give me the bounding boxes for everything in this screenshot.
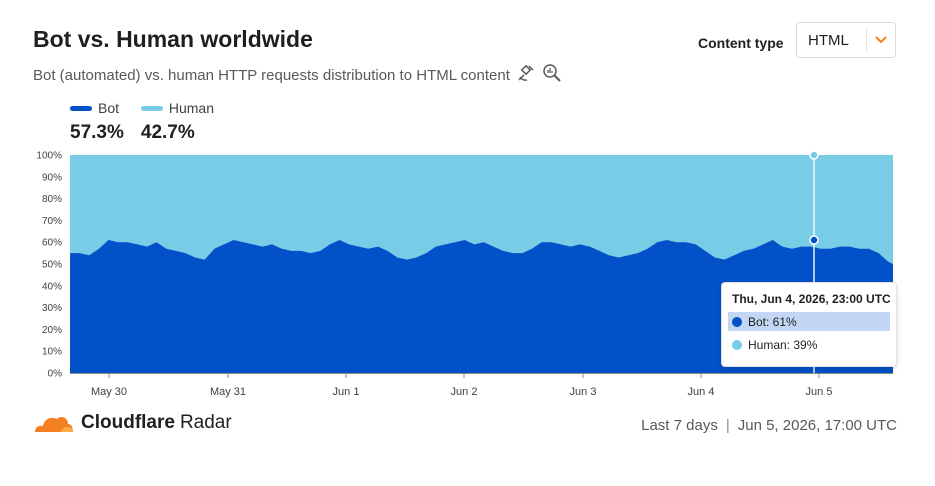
cloudflare-logo[interactable]: Cloudflare Radar bbox=[33, 412, 232, 434]
y-tick-label: 40% bbox=[42, 281, 62, 292]
chart-tooltip: Thu, Jun 4, 2026, 23:00 UTC Bot: 61% Hum… bbox=[721, 282, 897, 367]
legend-label: Bot bbox=[98, 100, 120, 116]
tooltip-label: Human: 39% bbox=[748, 337, 818, 352]
y-tick-label: 60% bbox=[42, 238, 62, 249]
y-tick-label: 80% bbox=[42, 194, 62, 205]
legend-item-human[interactable]: Human 42.7% bbox=[140, 100, 215, 144]
legend-value: 57.3% bbox=[70, 122, 124, 143]
y-tick-label: 70% bbox=[42, 216, 62, 227]
bot-area bbox=[70, 240, 893, 373]
y-tick-label: 90% bbox=[42, 172, 62, 183]
brand-name: Cloudflare bbox=[81, 412, 175, 433]
legend-label: Human bbox=[168, 100, 215, 116]
x-tick-label: May 31 bbox=[210, 386, 246, 398]
chart-legend: Bot 57.3% Human 42.7% bbox=[70, 100, 231, 144]
x-tick-label: Jun 3 bbox=[570, 386, 597, 398]
y-tick-label: 20% bbox=[42, 325, 62, 336]
chart-subtitle: Bot (automated) vs. human HTTP requests … bbox=[33, 63, 562, 87]
tooltip-row-bot: Bot: 61% bbox=[728, 312, 890, 331]
tooltip-label: Bot: 61% bbox=[748, 314, 797, 329]
page-title: Bot vs. Human worldwide bbox=[33, 26, 313, 52]
y-tick-label: 10% bbox=[42, 347, 62, 358]
y-tick-label: 30% bbox=[42, 303, 62, 314]
x-tick-label: Jun 2 bbox=[451, 386, 478, 398]
content-type-label: Content type bbox=[698, 35, 784, 51]
x-tick-label: Jun 5 bbox=[806, 386, 833, 398]
y-tick-label: 50% bbox=[42, 260, 62, 271]
subtitle-text: Bot (automated) vs. human HTTP requests … bbox=[33, 66, 510, 84]
satellite-icon[interactable] bbox=[516, 63, 536, 87]
product-name: Radar bbox=[179, 412, 232, 433]
chevron-down-icon[interactable] bbox=[867, 36, 895, 44]
select-divider bbox=[866, 29, 867, 51]
legend-value: 42.7% bbox=[140, 122, 195, 143]
content-type-value: HTML bbox=[808, 31, 849, 49]
tooltip-dot bbox=[732, 339, 742, 350]
y-tick-label: 0% bbox=[48, 369, 63, 380]
time-range: Last 7 days bbox=[641, 417, 718, 434]
content-type-select[interactable]: HTML bbox=[796, 22, 896, 58]
footer-meta: Last 7 days | Jun 5, 2026, 17:00 UTC bbox=[641, 417, 897, 434]
tooltip-title: Thu, Jun 4, 2026, 23:00 UTC bbox=[732, 292, 891, 306]
legend-item-bot[interactable]: Bot 57.3% bbox=[70, 100, 124, 144]
x-tick-label: Jun 4 bbox=[688, 386, 715, 398]
hover-point-human bbox=[809, 150, 819, 160]
zoom-icon[interactable] bbox=[542, 63, 562, 87]
y-tick-label: 100% bbox=[36, 151, 62, 162]
footer-divider: | bbox=[725, 417, 730, 434]
legend-swatch bbox=[70, 105, 92, 111]
tooltip-dot bbox=[732, 316, 742, 327]
timestamp: Jun 5, 2026, 17:00 UTC bbox=[737, 417, 897, 434]
hover-point-bot bbox=[809, 235, 819, 245]
x-tick-label: May 30 bbox=[91, 386, 127, 398]
tooltip-row-human: Human: 39% bbox=[728, 335, 890, 354]
legend-swatch bbox=[140, 105, 163, 111]
cloud-icon bbox=[35, 416, 73, 432]
x-tick-label: Jun 1 bbox=[333, 386, 360, 398]
